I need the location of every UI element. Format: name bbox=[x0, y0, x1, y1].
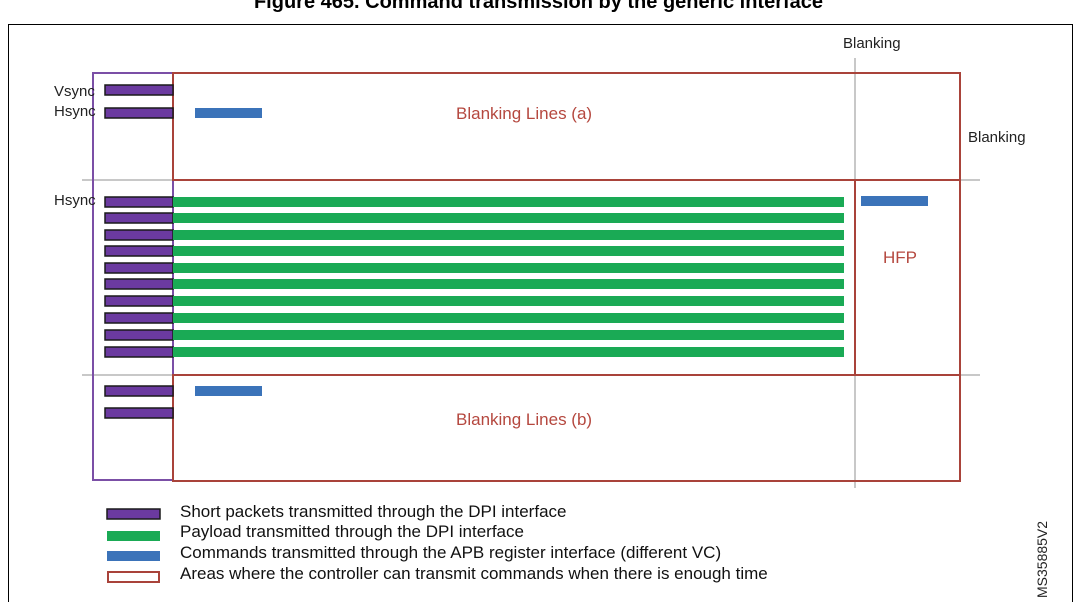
short-packet-bottom-2 bbox=[104, 407, 174, 419]
short-packet-line bbox=[104, 196, 174, 208]
legend-swatch-command bbox=[107, 551, 160, 561]
command-blanking-b bbox=[195, 386, 262, 396]
short-packet-bottom-1 bbox=[104, 385, 174, 397]
figure-title: Figure 465. Command transmission by the … bbox=[253, 0, 824, 13]
short-packet-line bbox=[104, 295, 174, 307]
payload-line bbox=[173, 330, 844, 340]
legend-swatch-short-packet bbox=[106, 508, 161, 520]
short-packet-line bbox=[104, 312, 174, 324]
vsync-label: Vsync bbox=[54, 83, 95, 100]
legend-swatch-payload bbox=[107, 531, 160, 541]
blanking-lines-a-label: Blanking Lines (a) bbox=[456, 104, 593, 123]
hfp-area bbox=[854, 179, 961, 376]
short-packet-vsync bbox=[104, 84, 174, 96]
short-packet-line bbox=[104, 346, 174, 358]
command-hfp bbox=[861, 196, 928, 206]
hfp-label: HFP bbox=[883, 248, 917, 267]
blanking-label-right: Blanking bbox=[968, 129, 1026, 146]
short-packet-hsync bbox=[104, 107, 174, 119]
document-id: MS35885V2 bbox=[1034, 520, 1050, 598]
short-packet-line bbox=[104, 212, 174, 224]
blanking-lines-b-area bbox=[172, 374, 961, 482]
blanking-lines-a-area bbox=[172, 72, 961, 181]
legend-text-payload: Payload transmitted through the DPI inte… bbox=[180, 522, 524, 541]
hsync-label-active: Hsync bbox=[54, 192, 96, 209]
blanking-label-top: Blanking bbox=[843, 35, 901, 52]
payload-line bbox=[173, 296, 844, 306]
payload-line bbox=[173, 313, 844, 323]
legend-text-area: Areas where the controller can transmit … bbox=[180, 564, 768, 583]
vertical-sync-region bbox=[92, 72, 174, 481]
command-blanking-a bbox=[195, 108, 262, 118]
short-packet-line bbox=[104, 278, 174, 290]
payload-line bbox=[173, 279, 844, 289]
active-lines bbox=[104, 196, 844, 358]
hsync-label-top: Hsync bbox=[54, 103, 96, 120]
payload-line bbox=[173, 197, 844, 207]
figure-frame bbox=[8, 24, 1073, 602]
short-packet-line bbox=[104, 245, 174, 257]
payload-line bbox=[173, 263, 844, 273]
short-packet-line bbox=[104, 329, 174, 341]
payload-line bbox=[173, 230, 844, 240]
short-packet-line bbox=[104, 229, 174, 241]
legend-text-short-packet: Short packets transmitted through the DP… bbox=[180, 502, 567, 521]
short-packet-line bbox=[104, 262, 174, 274]
payload-line bbox=[173, 246, 844, 256]
blanking-lines-b-label: Blanking Lines (b) bbox=[456, 410, 593, 429]
legend-text-command: Commands transmitted through the APB reg… bbox=[180, 543, 722, 562]
payload-line bbox=[173, 213, 844, 223]
payload-line bbox=[173, 347, 844, 357]
legend-swatch-area bbox=[107, 571, 160, 583]
